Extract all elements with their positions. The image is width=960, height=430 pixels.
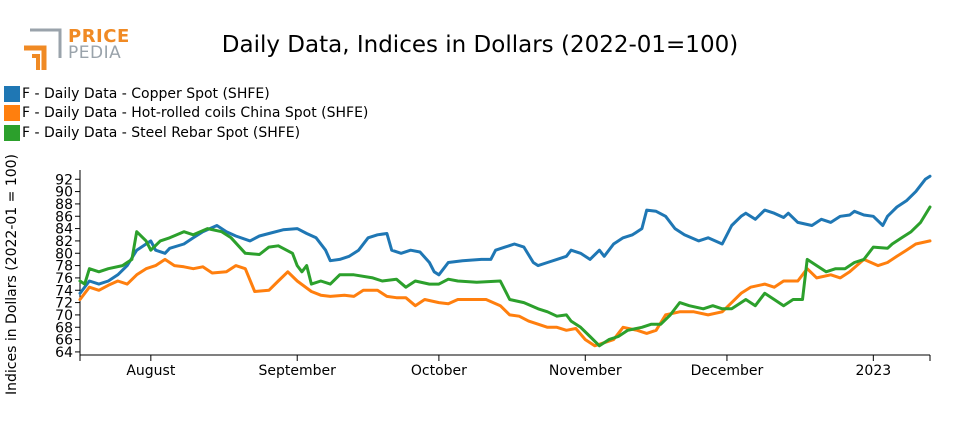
y-tick-label: 76	[55, 271, 73, 287]
legend-swatch-copper	[4, 85, 20, 102]
legend-item-copper[interactable]: F - Daily Data - Copper Spot (SHFE)	[4, 84, 368, 104]
x-tick-label: November	[549, 363, 622, 379]
y-tick-label: 78	[55, 259, 73, 275]
x-axis: August September October November December 20…	[79, 354, 931, 379]
y-tick-label: 68	[55, 320, 73, 336]
pricepedia-logo: PRICE PEDIA	[20, 26, 130, 74]
legend-label-copper: F - Daily Data - Copper Spot (SHFE)	[22, 85, 270, 102]
legend-swatch-rebar	[4, 124, 20, 141]
legend-item-hot-rolled[interactable]: F - Daily Data - Hot-rolled coils China …	[4, 104, 368, 124]
y-tick-label: 80	[55, 246, 73, 262]
legend-label-hot-rolled: F - Daily Data - Hot-rolled coils China …	[22, 105, 369, 122]
logo-text-price: PRICE	[68, 26, 130, 47]
series-layer	[78, 174, 932, 348]
chart-title: Daily Data, Indices in Dollars (2022-01=…	[221, 32, 739, 58]
y-tick-label: 90	[55, 185, 73, 201]
y-axis-label: Indices in Dollars (2022-01 = 100)	[4, 154, 20, 395]
y-tick-label: 64	[55, 345, 73, 361]
series-line-copper	[78, 174, 932, 295]
y-tick-label: 92	[55, 172, 73, 188]
x-tick-label: December	[691, 363, 764, 379]
y-tick-label: 82	[55, 234, 73, 250]
y-tick-label: 74	[55, 283, 73, 299]
y-tick-label: 70	[55, 308, 73, 324]
y-tick-label: 88	[55, 197, 73, 213]
legend-swatch-hot-rolled	[4, 105, 20, 122]
y-tick-label: 84	[55, 222, 73, 238]
y-tick-label: 72	[55, 296, 73, 312]
pricepedia-logo-mark	[24, 28, 62, 70]
logo-text-pedia: PEDIA	[68, 43, 122, 63]
series-line-hot-rolled	[78, 239, 932, 348]
y-tick-label: 66	[55, 333, 73, 349]
x-tick-label: August	[126, 363, 176, 379]
x-tick-label: September	[259, 363, 337, 379]
legend-item-rebar[interactable]: F - Daily Data - Steel Rebar Spot (SHFE)	[4, 123, 368, 143]
y-tick-label: 86	[55, 209, 73, 225]
legend-label-rebar: F - Daily Data - Steel Rebar Spot (SHFE)	[22, 124, 301, 141]
chart-legend: F - Daily Data - Copper Spot (SHFE) F - …	[4, 84, 368, 143]
x-tick-label: October	[411, 363, 467, 379]
x-tick-label: 2023	[856, 363, 892, 379]
series-line-rebar	[78, 205, 932, 348]
